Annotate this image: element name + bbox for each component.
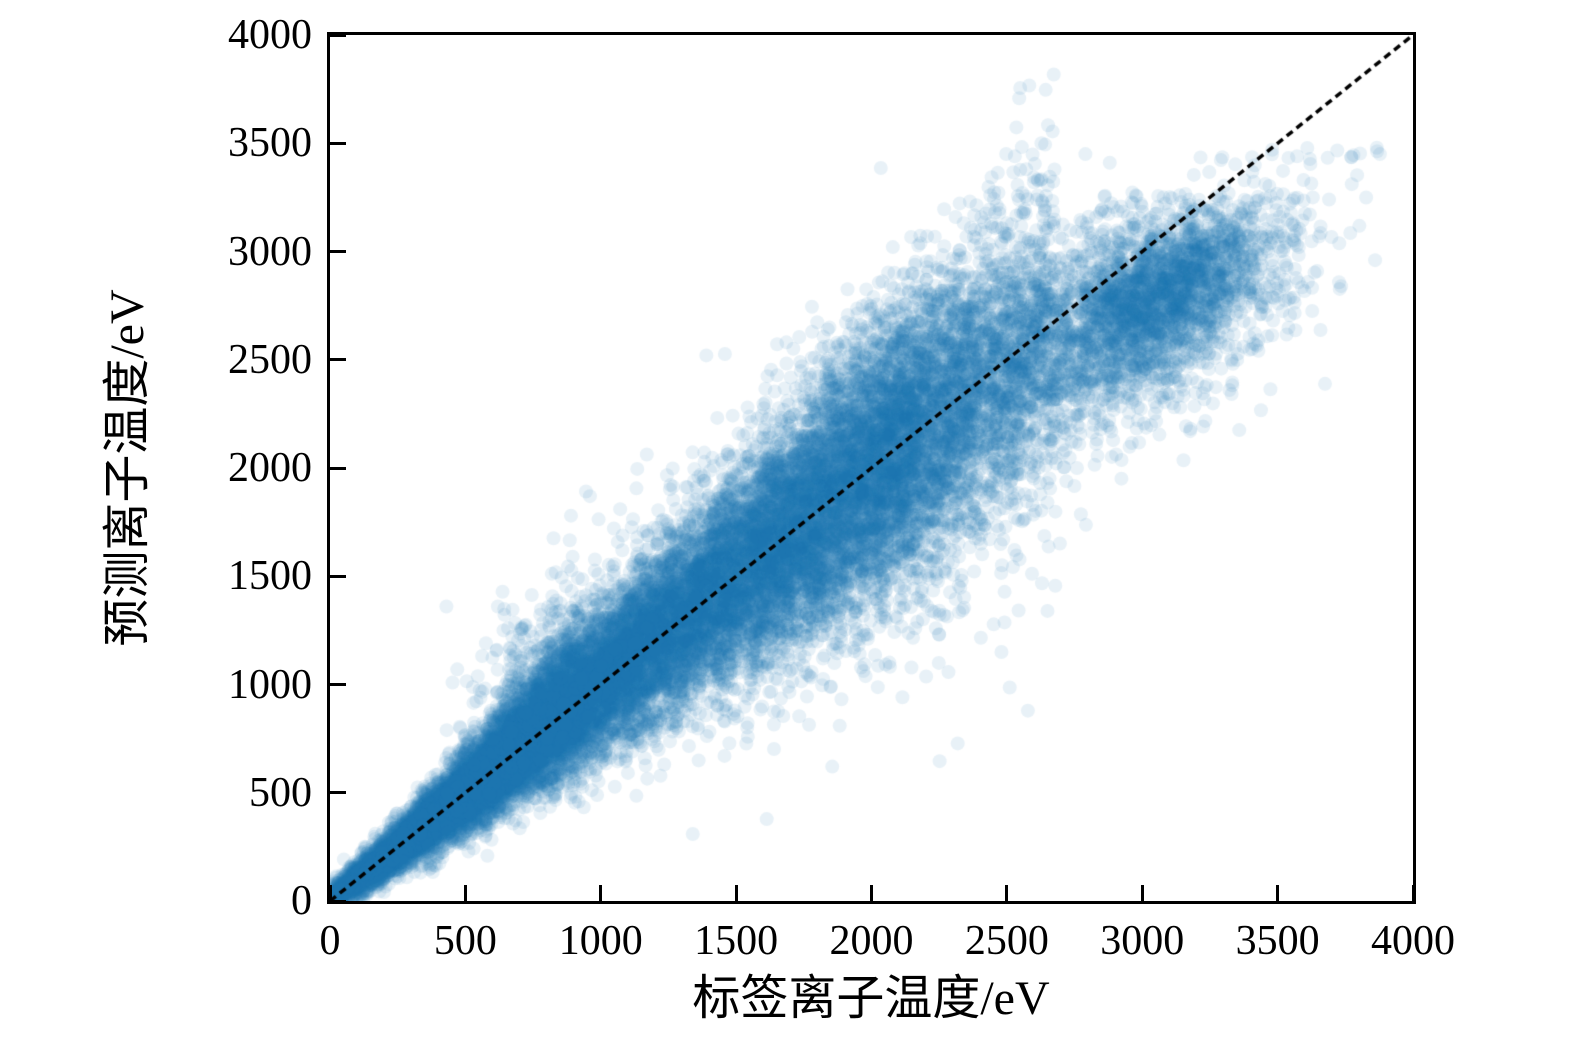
y-tick-mark [330,683,346,686]
y-tick-mark [330,791,346,795]
scatter-canvas [330,35,1413,901]
y-tick-mark [330,141,346,145]
y-tick-mark [330,358,346,362]
y-tick-label: 2500 [228,336,312,383]
x-tick-mark [1140,885,1144,901]
x-tick-mark [1276,885,1280,901]
x-tick-label: 3000 [1100,918,1185,964]
y-tick-label: 500 [249,769,312,816]
x-tick-label: 1500 [694,918,779,964]
y-tick-label: 4000 [228,12,312,58]
plot-area [327,32,1416,904]
x-tick-label: 3500 [1235,918,1320,964]
x-tick-label: 2500 [964,918,1049,964]
y-tick-label: 3000 [228,228,312,275]
y-tick-label: 3500 [228,120,312,167]
y-tick-mark [330,33,346,37]
y-tick-label: 1500 [228,553,312,600]
y-tick-label: 2000 [228,445,312,491]
y-tick-mark [330,899,346,903]
x-tick-mark [1005,885,1009,901]
x-tick-label: 0 [319,918,341,964]
x-tick-label: 500 [433,918,497,964]
y-tick-mark [330,574,346,578]
y-tick-label: 0 [291,878,312,924]
x-tick-mark [870,885,873,901]
x-tick-mark [463,885,467,901]
x-tick-mark [599,885,603,901]
y-tick-mark [330,466,346,470]
x-tick-mark [734,885,738,901]
y-tick-mark [330,250,346,253]
y-tick-label: 1000 [228,661,312,708]
x-tick-mark [328,885,332,901]
x-tick-mark [1411,885,1415,901]
x-tick-label: 1000 [558,918,643,964]
x-axis-title: 标签离子温度/eV [692,972,1050,1025]
x-tick-label: 2000 [829,918,914,964]
x-tick-label: 4000 [1371,918,1455,964]
